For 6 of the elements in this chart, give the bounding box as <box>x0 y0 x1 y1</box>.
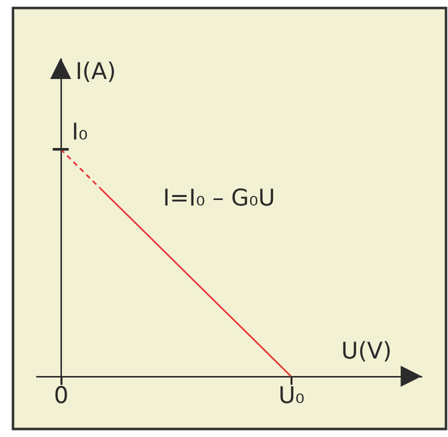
x-tick-label: U₀ <box>278 382 305 409</box>
y-axis-title: I(A) <box>76 59 116 85</box>
annotation: I=I₀ – G₀U <box>163 186 276 212</box>
x-axis-title: U(V) <box>341 338 392 364</box>
annotation: I₀ <box>72 119 88 146</box>
x-tick-label: 0 <box>54 382 69 409</box>
